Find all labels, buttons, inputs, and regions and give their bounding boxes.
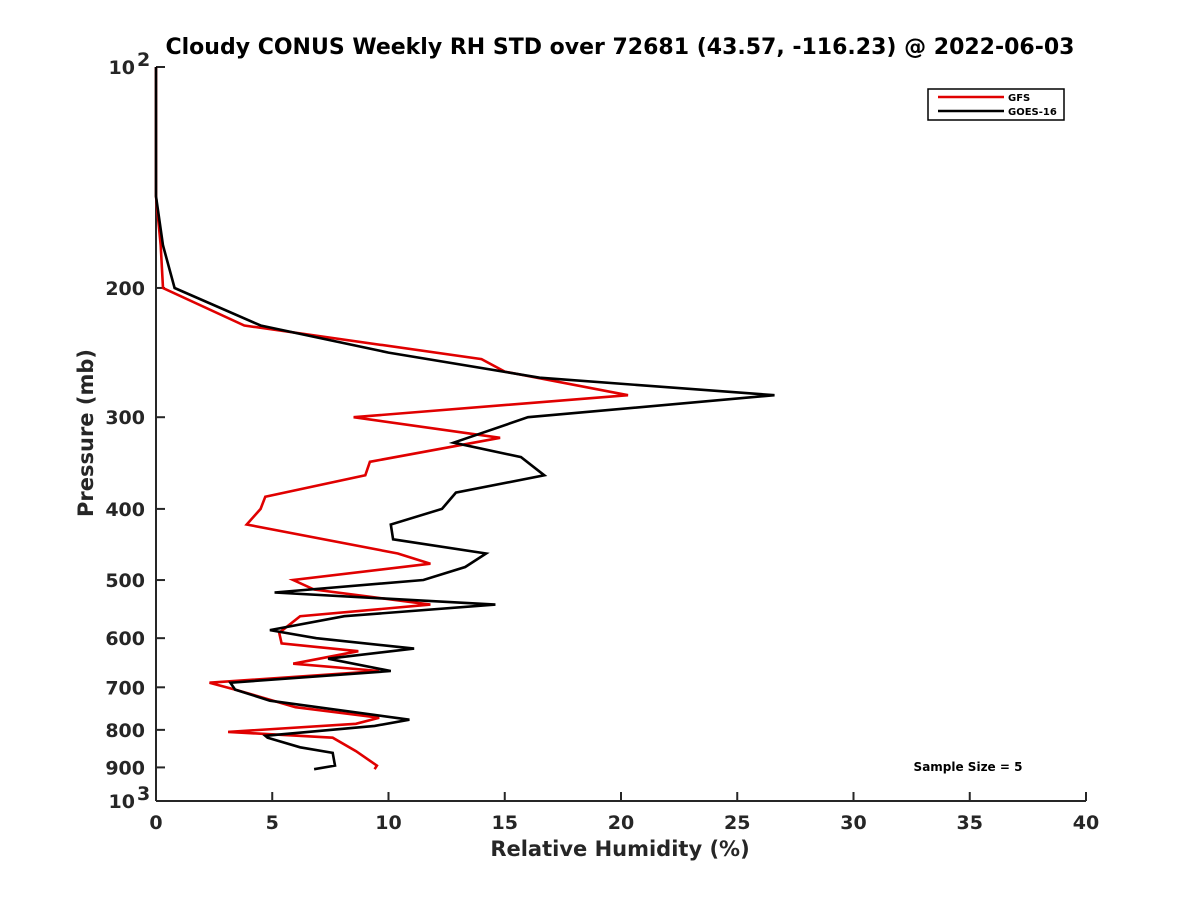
y-tick-label: 10 <box>109 791 135 813</box>
x-tick-label: 40 <box>1073 812 1099 834</box>
chart-title: Cloudy CONUS Weekly RH STD over 72681 (4… <box>166 35 1075 60</box>
x-tick-label: 0 <box>149 812 162 834</box>
x-tick-label: 30 <box>840 812 866 834</box>
y-tick-label: 900 <box>105 757 145 779</box>
x-tick-label: 5 <box>266 812 279 834</box>
y-tick-label: 300 <box>105 407 145 429</box>
y-axis-label: Pressure (mb) <box>74 349 98 517</box>
legend-label-goes16: GOES-16 <box>1008 107 1057 118</box>
sample-size-annotation: Sample Size = 5 <box>914 760 1023 774</box>
y-tick-label: 400 <box>105 499 145 521</box>
axes <box>155 67 1086 802</box>
y-tick-label: 500 <box>105 570 145 592</box>
x-axis-label: Relative Humidity (%) <box>490 837 749 861</box>
x-tick-label: 10 <box>375 812 401 834</box>
y-tick-exponent: 2 <box>137 49 150 71</box>
y-tick-label: 800 <box>105 720 145 742</box>
x-tick-label: 25 <box>724 812 750 834</box>
y-tick-label: 10 <box>109 57 135 79</box>
legend: GFS GOES-16 <box>927 88 1065 121</box>
series-line-goes16 <box>154 67 775 771</box>
y-tick-label: 700 <box>105 677 145 699</box>
y-tick-label: 200 <box>105 278 145 300</box>
series-lines <box>154 67 775 771</box>
y-tick-label: 600 <box>105 628 145 650</box>
legend-box <box>927 88 1065 121</box>
y-tick-exponent: 3 <box>137 783 150 805</box>
x-ticks: 0 5 10 15 20 25 30 35 40 <box>149 792 1099 834</box>
legend-label-gfs: GFS <box>1008 93 1030 104</box>
x-tick-label: 35 <box>957 812 983 834</box>
x-tick-label: 15 <box>492 812 518 834</box>
series-line-gfs <box>154 67 629 770</box>
x-tick-label: 20 <box>608 812 634 834</box>
